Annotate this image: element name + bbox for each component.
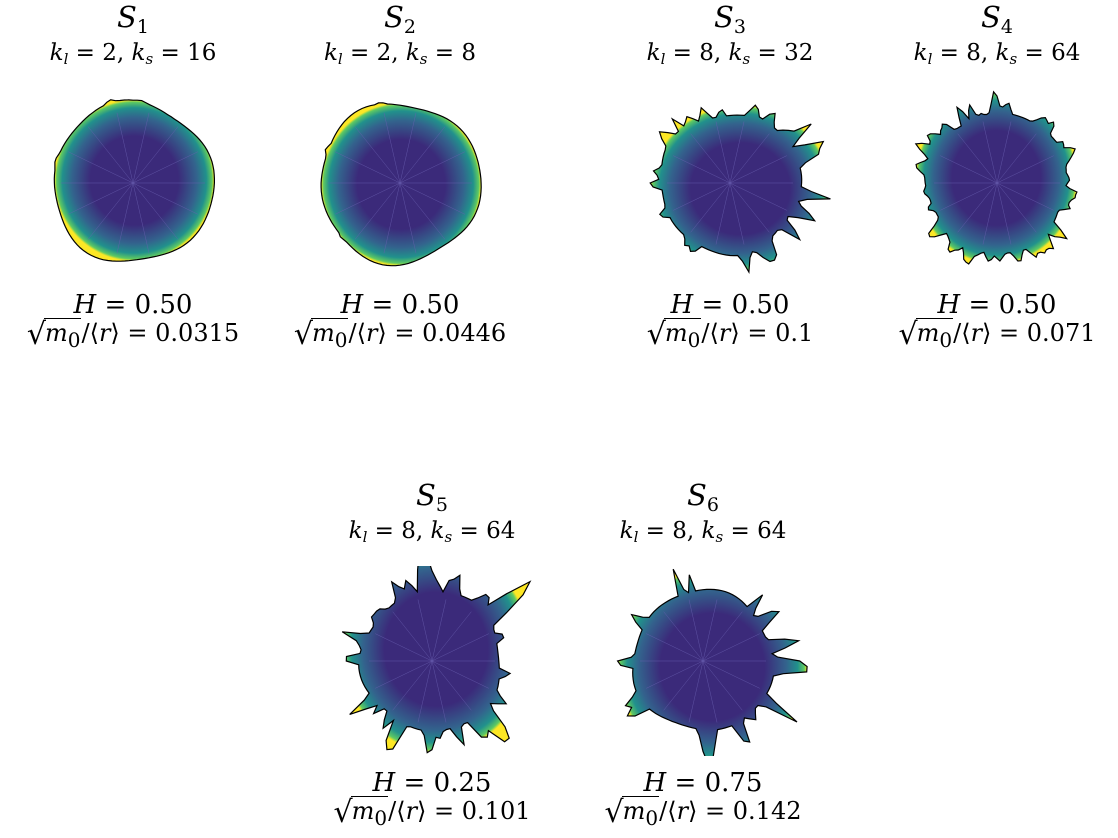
panel-index: 4 [1000,16,1013,38]
mesh-line [68,151,198,215]
panel-title: S5 [302,480,562,520]
h-value: H = 0.50 [670,290,790,320]
panel-s6: S6 kl = 8, ks = 64 H = 0.75 √m0/⟨r⟩ = 0.142 [573,478,833,838]
k-parameters: kl = 2, ks = 16 [49,40,217,68]
panel-index: 6 [706,494,719,516]
ratio-value: √m0/⟨r⟩ = 0.101 [333,795,531,830]
panel-symbol: S [416,478,436,512]
panel-symbol: S [714,0,734,34]
h-value: H = 0.75 [643,768,763,798]
panel-symbol: S [687,478,707,512]
ratio-value: √m0/⟨r⟩ = 0.071 [898,317,1096,352]
panel-title: S3 [600,2,860,42]
mesh-shape [649,104,831,275]
shape-outline [616,568,808,756]
mesh-line [940,155,1054,211]
panel-index: 1 [136,16,149,38]
panel-s1: S1 kl = 2, ks = 16 H = 0.50 √m0/⟨r⟩ = 0.031… [3,0,263,360]
mesh-shape [341,566,532,754]
panel-s4: S4 kl = 8, ks = 64 H = 0.50 √m0/⟨r⟩ = 0.071 [867,0,1118,360]
shape-outline [649,104,831,275]
shape-outline [341,566,532,754]
k-parameters: kl = 8, ks = 32 [646,40,814,68]
mesh-line [335,151,465,215]
panel-index: 3 [733,16,746,38]
panel-s5: S5 kl = 8, ks = 64 H = 0.25 √m0/⟨r⟩ = 0.101 [302,478,562,838]
mesh-shape [914,90,1078,265]
mesh-shape [320,102,482,267]
k-parameters: kl = 2, ks = 8 [323,40,477,68]
panel-index: 2 [403,16,416,38]
h-value: H = 0.50 [340,290,460,320]
panel-symbol: S [384,0,404,34]
k-parameters: kl = 8, ks = 64 [348,518,516,546]
mesh-line [673,155,787,211]
panel-s3: S3 kl = 8, ks = 32 H = 0.50 √m0/⟨r⟩ = 0.1 [600,0,860,360]
mesh-shape [53,99,215,262]
panel-s2: S2 kl = 2, ks = 8 H = 0.50 √m0/⟨r⟩ = 0.0446 [270,0,530,360]
k-parameters: kl = 8, ks = 64 [913,40,1081,68]
panel-index: 5 [435,494,448,516]
mesh-shape [616,568,808,756]
h-value: H = 0.25 [372,768,492,798]
panel-title: S2 [270,2,530,42]
h-value: H = 0.50 [937,290,1057,320]
ratio-value: √m0/⟨r⟩ = 0.1 [646,317,814,352]
mesh-line [646,633,760,689]
shape-outline [53,99,215,262]
panel-symbol: S [117,0,137,34]
panel-title: S1 [3,2,263,42]
k-parameters: kl = 8, ks = 64 [619,518,787,546]
ratio-value: √m0/⟨r⟩ = 0.0315 [26,317,240,352]
h-value: H = 0.50 [73,290,193,320]
panel-title: S6 [573,480,833,520]
panel-title: S4 [867,2,1118,42]
shape-outline [914,90,1078,265]
ratio-value: √m0/⟨r⟩ = 0.142 [604,795,802,830]
mesh-line [375,633,489,689]
ratio-value: √m0/⟨r⟩ = 0.0446 [293,317,507,352]
panel-symbol: S [981,0,1001,34]
